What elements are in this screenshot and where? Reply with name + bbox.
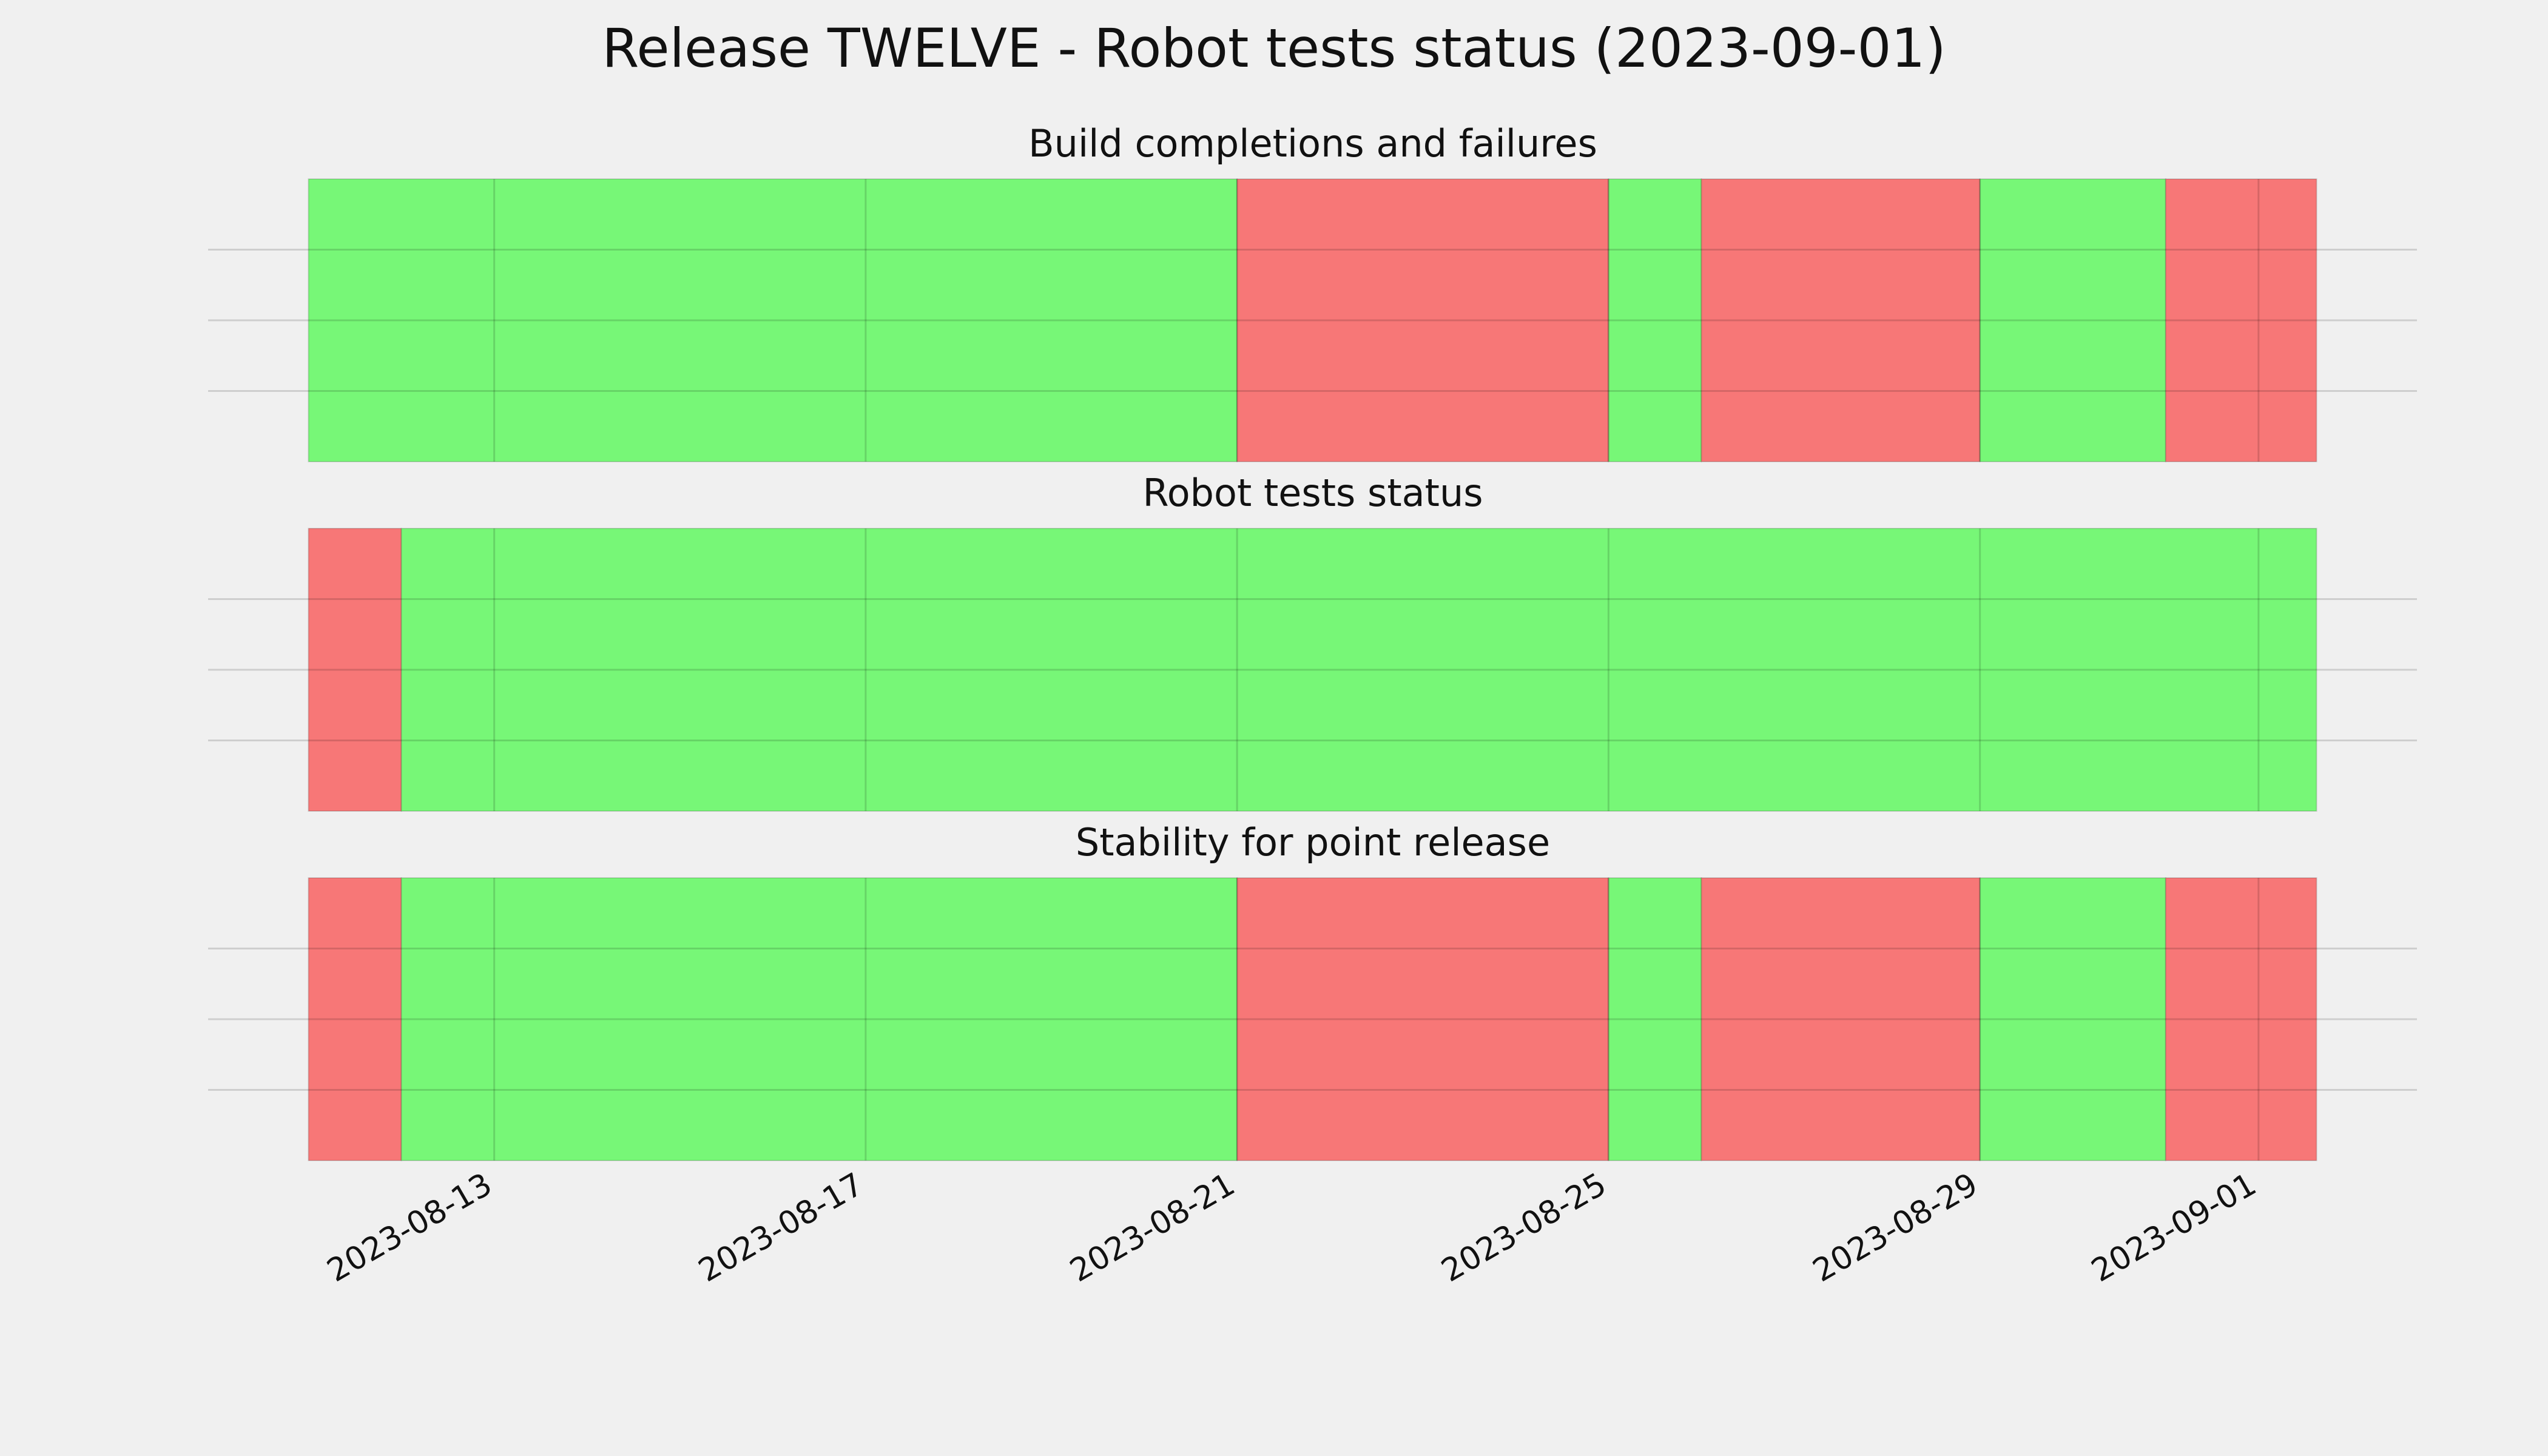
chart-title: Release TWELVE - Robot tests status (202…	[602, 17, 1946, 79]
status-span	[1608, 178, 1702, 462]
x-tick-label: 2023-09-01	[2086, 1166, 2263, 1289]
status-span	[1979, 178, 2166, 462]
status-span	[2165, 877, 2317, 1161]
x-tick-label: 2023-08-13	[321, 1166, 498, 1289]
status-span	[1700, 178, 1981, 462]
x-tick-label: 2023-08-21	[1064, 1166, 1241, 1289]
status-span	[308, 528, 402, 812]
panel-title: Stability for point release	[1076, 820, 1550, 864]
status-span	[400, 877, 1238, 1161]
status-span	[1979, 877, 2166, 1161]
x-tick-label: 2023-08-25	[1435, 1166, 1613, 1289]
x-tick-label: 2023-08-17	[693, 1166, 870, 1289]
status-span	[1700, 877, 1981, 1161]
status-span	[2165, 178, 2317, 462]
panel-title: Build completions and failures	[1028, 121, 1597, 166]
status-span	[1236, 178, 1609, 462]
status-span	[308, 178, 1238, 462]
status-span	[400, 528, 2317, 812]
x-tick-label: 2023-08-29	[1807, 1166, 1984, 1289]
panel-title: Robot tests status	[1142, 471, 1483, 515]
status-span	[1608, 877, 1702, 1161]
status-span	[1236, 877, 1609, 1161]
